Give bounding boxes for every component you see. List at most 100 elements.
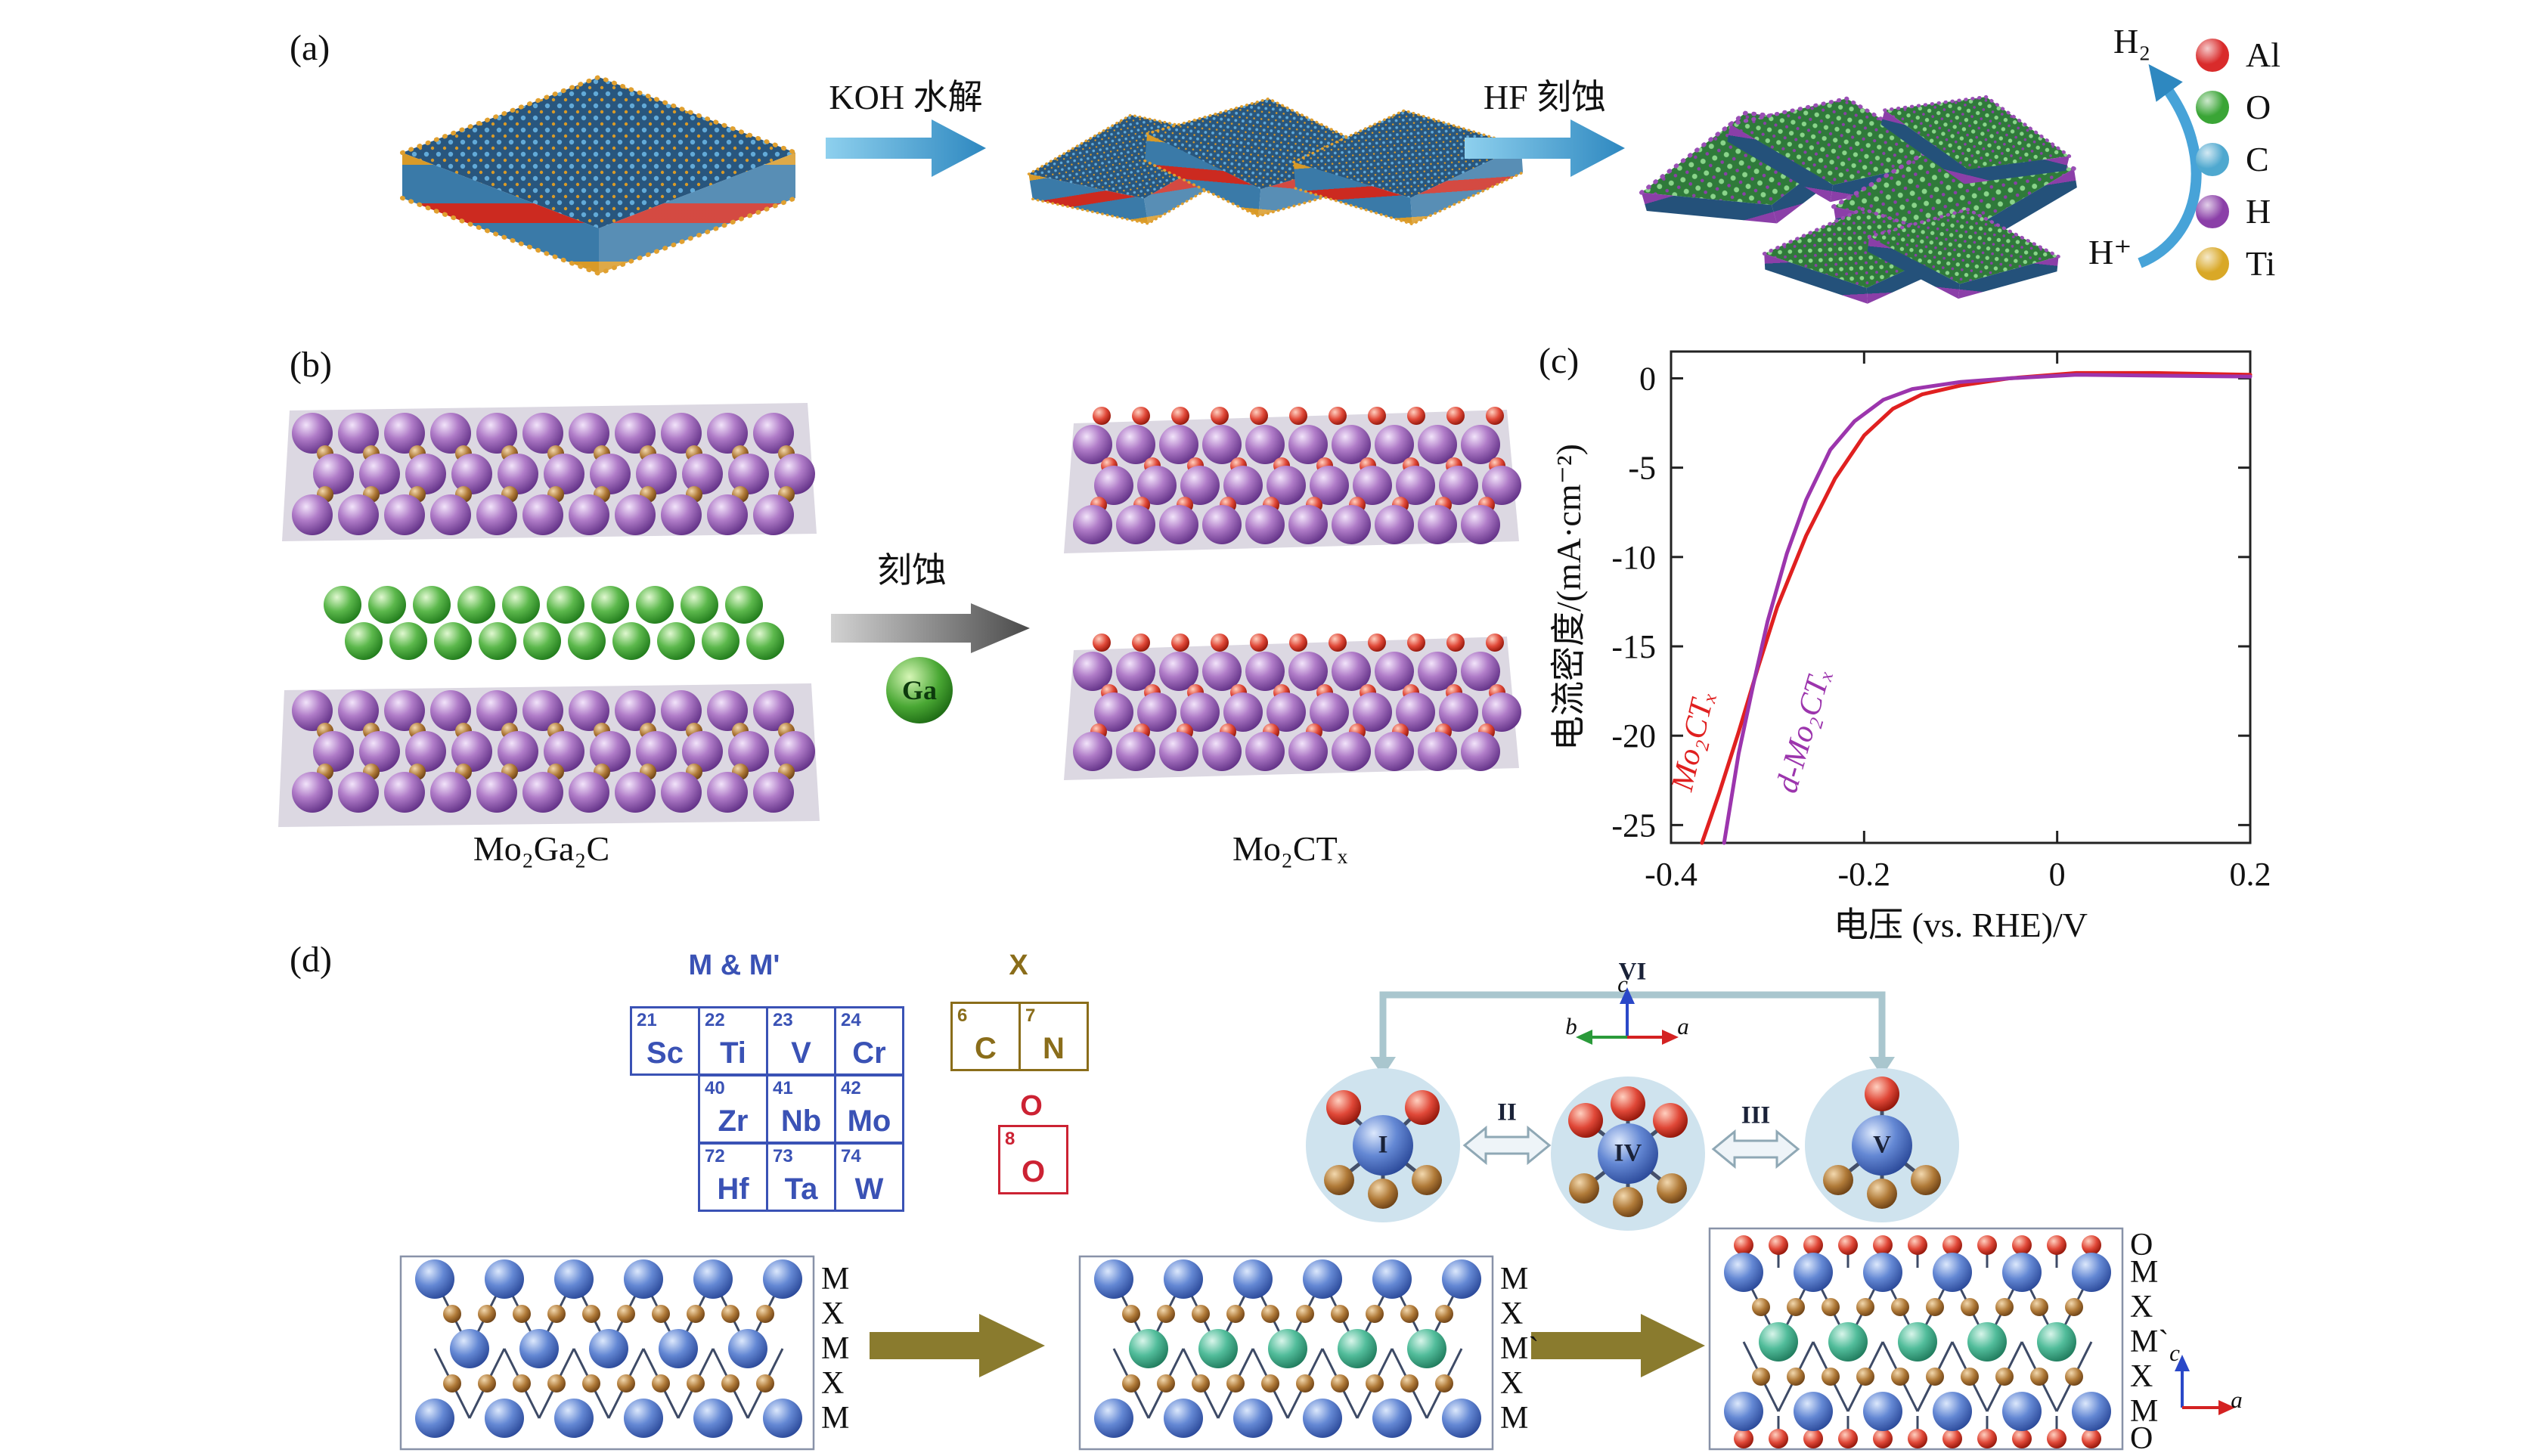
element-cell-w: 74 W [834,1142,904,1212]
element-cell-nb: 41 Nb [766,1074,836,1144]
svg-text:0: 0 [1639,360,1656,397]
etch-arrow-icon [831,603,1030,653]
lattice-row-label: O [2130,1228,2153,1262]
al-sphere-icon [2196,38,2229,72]
roman-iii: III [1741,1101,1771,1129]
legend-item-al: Al [2196,29,2280,81]
mo2ctx-structure [1064,407,1521,780]
panel-b-label: (b) [290,345,332,385]
panel-d-label: (d) [290,940,332,980]
svg-text:0: 0 [2049,856,2066,893]
axis-c-bottom: c [2169,1340,2180,1366]
mo2ga2c-formula: Mo₂Ga₂C [473,829,610,868]
element-cell-ti: 22 Ti [698,1006,768,1076]
koh-arrow-icon [826,119,986,177]
etch-label: 刻蚀 [877,551,947,590]
legend-item-c: C [2196,133,2280,185]
svg-text:-25: -25 [1611,807,1656,844]
svg-text:-15: -15 [1611,628,1656,665]
legend-label: C [2246,140,2269,178]
lattice-row-label: M [821,1262,850,1296]
ca-axes-icon [2175,1355,2235,1415]
ga-sphere [886,657,953,723]
h-plus-label: H⁺ [2088,233,2132,271]
lattice-row-label: X [2130,1290,2153,1324]
x-group-title: X [1009,949,1028,981]
polarization-chart: -0.4 -0.2 0 0.2 0 -5 -10 -15 -20 -25 电压 (vs. RHE)/… [1549,350,2271,944]
ti-sphere-icon [2196,246,2229,280]
lattice-arrow-2-icon [1531,1314,1705,1377]
legend-label: O [2246,88,2271,126]
panel-a-label: (a) [290,28,330,68]
mm-group-title: M & M' [688,949,780,981]
double-arrow-ii-icon [1462,1125,1552,1166]
panel-c-label: (c) [1539,341,1580,381]
lattice-mxm-prime [1078,1255,1494,1451]
legend-label: H [2246,192,2271,231]
lattice-row-label: M [821,1331,850,1366]
o-sphere-icon [2196,90,2229,124]
svg-text:-0.2: -0.2 [1838,856,1891,893]
hydrogen-cycle-arrow-icon [2138,64,2202,268]
lattice-row-label: M [1500,1401,1529,1436]
roman-ii: II [1497,1098,1517,1126]
atom-legend: Al O C H Ti [2196,29,2280,290]
lattice-row-label: M [2130,1394,2159,1429]
lattice-row-label: X [1500,1366,1524,1401]
roman-iv: IV [1614,1139,1642,1167]
svg-text:Mo₂CTₓ: Mo₂CTₓ [1665,688,1722,795]
lattice-row-label: M [1500,1262,1529,1296]
etched-flakes [1628,74,2084,309]
ga-label: Ga [901,675,938,705]
svg-text:-0.4: -0.4 [1645,856,1698,893]
legend-label: Al [2246,36,2280,74]
element-cell-zr: 40 Zr [698,1074,768,1144]
svg-text:-10: -10 [1611,539,1656,576]
lattice-row-label: X [2130,1359,2153,1394]
lattice-o-terminated [1708,1227,2124,1451]
legend-item-ti: Ti [2196,237,2280,290]
lattice-row-label: M [821,1401,850,1436]
h-sphere-icon [2196,194,2229,228]
element-cell-v: 23 V [766,1006,836,1076]
element-cell-ta: 73 Ta [766,1142,836,1212]
svg-text:电流密度/(mA·cm⁻²): 电流密度/(mA·cm⁻²) [1549,444,1588,751]
element-cell-mo: 42 Mo [834,1074,904,1144]
lattice-row-label: M [2130,1255,2159,1290]
hf-arrow-icon [1465,119,1625,177]
double-arrow-iii-icon [1711,1129,1800,1169]
svg-text:d-Mo₂CTₓ: d-Mo₂CTₓ [1769,664,1838,797]
hf-step-label: HF 刻蚀 [1483,78,1607,116]
o-group-title: O [1020,1090,1043,1122]
axis-b-top: b [1565,1013,1577,1039]
abc-axes-icon [1576,987,1679,1045]
lattice-row-label: M` [2130,1324,2169,1359]
lattice-mxm [399,1255,815,1451]
hydrolyzed-slab [1021,87,1527,243]
surface-termination-models [1306,1068,1959,1231]
element-cell-cr: 24 Cr [834,1006,904,1076]
max-phase-slab [402,77,795,274]
svg-text:电压 (vs. RHE)/V: 电压 (vs. RHE)/V [1834,906,2088,944]
legend-label: Ti [2246,244,2276,283]
lattice-row-label: X [821,1366,845,1401]
lattice-row-label: X [1500,1296,1524,1331]
mo2ga2c-structure [278,403,820,827]
c-sphere-icon [2196,142,2229,176]
axis-a-top: a [1677,1013,1689,1039]
h2-label: H₂ [2113,22,2151,60]
lattice-row-label: X [821,1296,845,1331]
axis-a-bottom: a [2231,1386,2243,1413]
roman-i: I [1378,1131,1388,1159]
vi-arrowhead-right-icon [1869,1057,1895,1077]
roman-vi: VI [1618,958,1647,986]
lattice-arrow-1-icon [870,1314,1045,1377]
roman-v: V [1873,1131,1891,1159]
mo2ctx-formula: Mo₂CTₓ [1232,829,1348,868]
svg-text:0.2: 0.2 [2230,856,2271,893]
